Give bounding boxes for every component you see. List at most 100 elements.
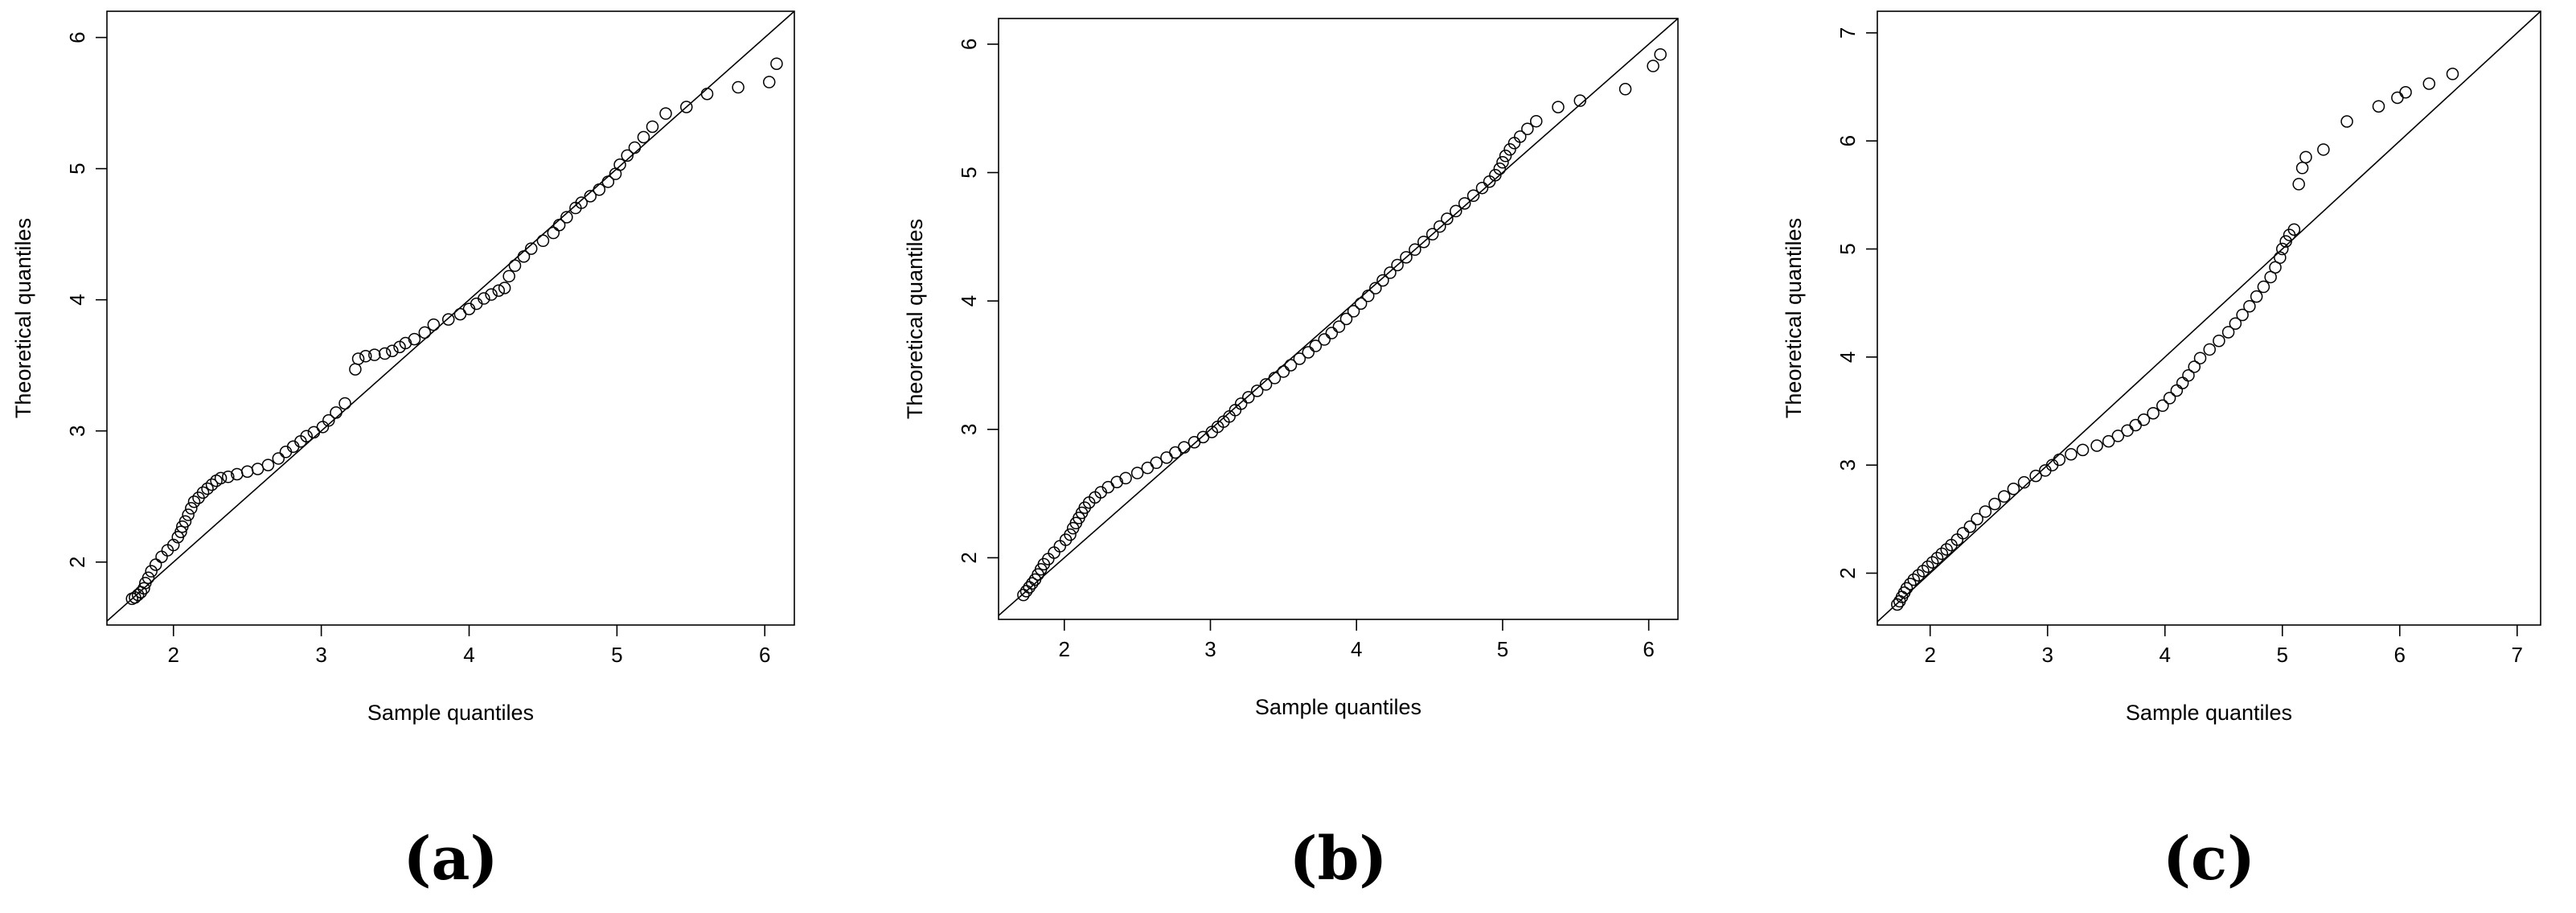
data-point <box>1904 578 1917 590</box>
data-point <box>279 446 293 459</box>
x-tick-label: 2 <box>1059 637 1070 661</box>
y-tick-label: 2 <box>957 552 981 563</box>
data-point <box>1110 475 1123 488</box>
data-point <box>621 149 634 162</box>
data-point <box>330 406 343 419</box>
data-point <box>560 211 573 224</box>
data-point <box>272 452 285 465</box>
data-point <box>1466 189 1480 203</box>
data-point <box>142 571 155 585</box>
data-point <box>155 550 168 563</box>
data-point <box>1277 365 1290 378</box>
data-point <box>1521 122 1534 136</box>
panel-label: (b) <box>1290 825 1388 894</box>
data-point <box>2317 143 2330 156</box>
data-point <box>1988 497 2001 511</box>
data-point <box>1926 556 1939 569</box>
data-point <box>485 288 498 301</box>
data-point <box>1384 266 1397 279</box>
x-tick-label: 2 <box>168 643 179 667</box>
data-point <box>2292 178 2305 191</box>
x-tick-label: 6 <box>2394 643 2406 667</box>
data-point <box>584 190 597 203</box>
data-point <box>1503 143 1516 156</box>
data-point <box>1259 378 1273 391</box>
data-point <box>1552 101 1565 113</box>
y-axis-label: Theoretical quantiles <box>1782 218 1806 418</box>
data-point <box>2250 290 2263 303</box>
reference-line <box>998 18 1679 616</box>
data-point <box>498 282 511 294</box>
data-point <box>214 471 228 485</box>
y-tick-label: 3 <box>957 424 981 435</box>
data-point <box>178 515 192 528</box>
data-point <box>637 130 650 144</box>
data-point <box>205 478 219 491</box>
data-point <box>2422 77 2436 90</box>
y-tick-label: 4 <box>957 295 981 306</box>
data-point <box>1997 490 2011 503</box>
data-point <box>1196 430 1210 444</box>
data-point <box>1284 359 1298 372</box>
data-point <box>1141 461 1155 475</box>
data-point <box>1023 581 1036 594</box>
data-point <box>2391 91 2404 105</box>
data-point <box>1332 320 1346 333</box>
data-point <box>2229 317 2242 330</box>
data-point <box>1188 435 1201 449</box>
data-point <box>1234 397 1248 410</box>
data-point <box>201 482 214 496</box>
data-point <box>1169 446 1182 459</box>
data-point <box>2295 162 2309 175</box>
data-point <box>222 471 235 483</box>
data-point <box>1935 547 1949 561</box>
data-point <box>1325 327 1339 339</box>
data-point <box>145 565 158 578</box>
data-point <box>1458 197 1471 210</box>
y-tick-label: 3 <box>65 425 89 436</box>
data-point <box>322 413 335 427</box>
y-tick-label: 6 <box>65 31 89 43</box>
data-point <box>2111 430 2125 442</box>
data-point <box>2193 352 2207 364</box>
data-point <box>1963 520 1977 533</box>
data-point <box>628 141 642 154</box>
y-tick-label: 3 <box>1836 459 1860 471</box>
data-point <box>349 363 362 376</box>
plot-frame <box>106 10 795 626</box>
data-point <box>1064 528 1077 541</box>
x-axis-label: Sample quantiles <box>1255 695 1421 719</box>
data-point <box>2257 280 2270 294</box>
data-point <box>508 259 522 273</box>
x-tick-label: 5 <box>2277 643 2288 667</box>
qq-panel-2: 2 3 4 5 6 2 3 4 5 6 Sample quantiles Theoretical qu… <box>903 18 1679 894</box>
data-point <box>2176 376 2189 389</box>
data-point <box>1475 181 1489 195</box>
data-point <box>418 326 432 339</box>
data-point <box>338 397 351 410</box>
data-point <box>770 57 783 70</box>
data-point <box>1529 114 1543 128</box>
qq-panel-1: 2 3 4 5 6 2 3 4 5 6 Sample quantiles Theoretical qu… <box>11 10 795 894</box>
data-point <box>1450 204 1462 218</box>
x-tick-label: 3 <box>315 643 326 667</box>
data-point <box>2170 384 2184 397</box>
data-point <box>2203 343 2216 356</box>
data-point <box>2446 68 2459 80</box>
data-point <box>2299 150 2312 164</box>
y-axis-label: Theoretical quantiles <box>903 219 927 419</box>
data-point <box>646 120 659 134</box>
data-point <box>2340 115 2353 128</box>
y-tick-label: 6 <box>1836 135 1860 146</box>
plot-frame <box>1877 10 2541 626</box>
data-point <box>1513 130 1527 143</box>
data-point <box>2053 453 2066 467</box>
data-point <box>575 196 588 209</box>
data-point <box>1409 243 1421 257</box>
data-point <box>196 486 210 500</box>
data-point <box>1130 467 1144 479</box>
reference-line <box>1877 10 2541 623</box>
data-point <box>386 344 399 358</box>
data-point <box>1250 385 1264 397</box>
data-point <box>368 348 381 361</box>
